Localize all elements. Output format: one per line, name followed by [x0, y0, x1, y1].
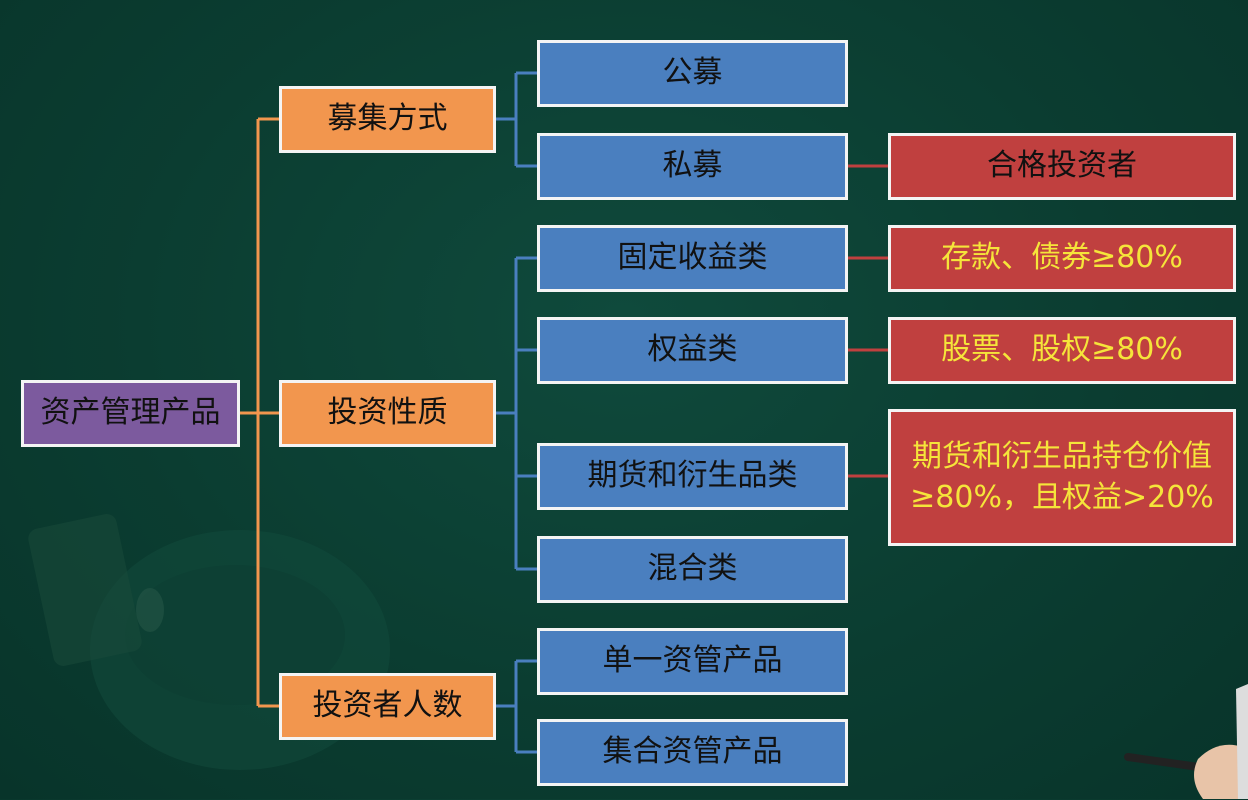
- leaf-equity: 权益类: [537, 317, 848, 384]
- leaf-label: 私募: [662, 148, 723, 184]
- leaf-label: 期货和衍生品类: [587, 458, 798, 494]
- note-label: 股票、股权≥80%: [941, 332, 1183, 368]
- leaf-label: 混合类: [647, 551, 738, 587]
- leaf-label: 单一资管产品: [602, 643, 783, 679]
- leaf-private-offering: 私募: [537, 133, 848, 200]
- category-label: 投资者人数: [312, 688, 463, 724]
- note-label-line2: ≥80%，且权益>20%: [910, 479, 1214, 515]
- category-label: 募集方式: [327, 101, 448, 137]
- category-fundraising-method: 募集方式: [279, 86, 496, 153]
- note-fixed-income-ratio: 存款、债券≥80%: [888, 225, 1236, 292]
- root-node: 资产管理产品: [21, 380, 240, 447]
- note-derivatives-ratio: 期货和衍生品持仓价值 ≥80%，且权益>20%: [888, 409, 1236, 546]
- root-label: 资产管理产品: [40, 395, 221, 431]
- leaf-public-offering: 公募: [537, 40, 848, 107]
- category-label: 投资性质: [327, 395, 448, 431]
- leaf-label: 集合资管产品: [602, 734, 783, 770]
- mascot-illustration: [28, 514, 390, 770]
- leaf-futures-derivatives: 期货和衍生品类: [537, 443, 848, 510]
- presenter-hand: [1124, 684, 1248, 799]
- category-investment-nature: 投资性质: [279, 380, 496, 447]
- note-label: 合格投资者: [987, 148, 1137, 184]
- leaf-collective-product: 集合资管产品: [537, 719, 848, 786]
- note-qualified-investor: 合格投资者: [888, 133, 1236, 200]
- leaf-fixed-income: 固定收益类: [537, 225, 848, 292]
- leaf-single-product: 单一资管产品: [537, 628, 848, 695]
- leaf-label: 公募: [662, 55, 723, 91]
- note-label-line1: 期货和衍生品持仓价值: [912, 439, 1212, 474]
- category-investor-count: 投资者人数: [279, 673, 496, 740]
- leaf-label: 固定收益类: [617, 240, 768, 276]
- note-label: 存款、债券≥80%: [941, 240, 1183, 276]
- note-equity-ratio: 股票、股权≥80%: [888, 317, 1236, 384]
- leaf-mixed: 混合类: [537, 536, 848, 603]
- leaf-label: 权益类: [647, 332, 738, 368]
